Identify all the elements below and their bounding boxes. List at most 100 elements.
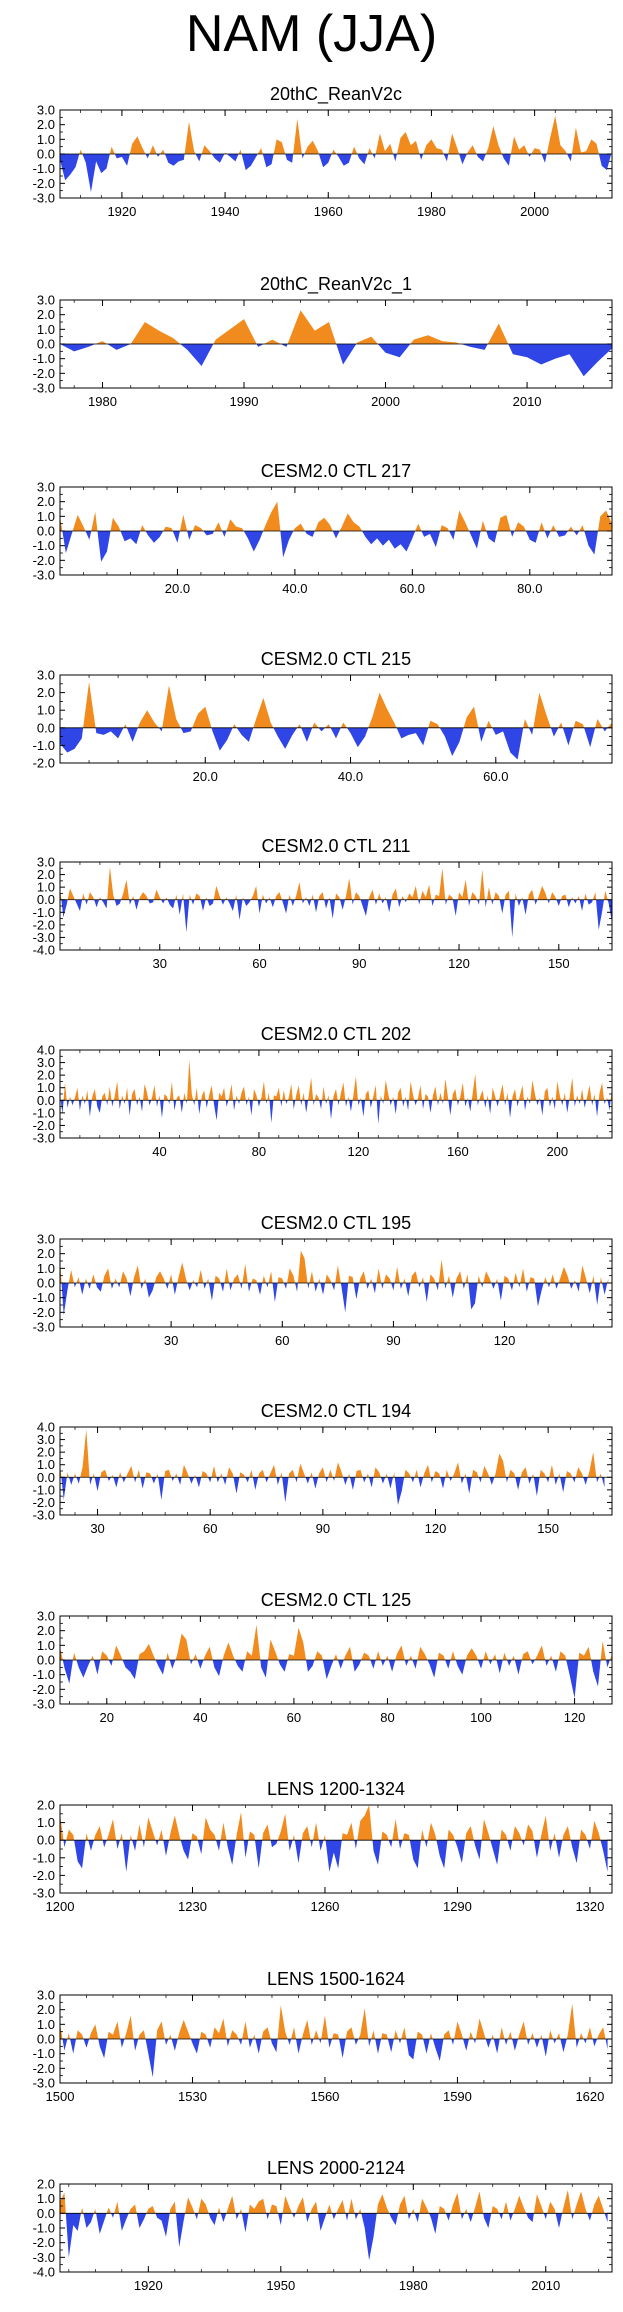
y-tick-label: 1.0 [37, 1261, 55, 1276]
x-tick-label: 20.0 [165, 581, 190, 596]
positive-area [60, 2003, 608, 2039]
x-tick-label: 80 [380, 1710, 394, 1725]
chart-title: 20thC_ReanV2c [270, 84, 402, 105]
y-tick-label: 0.0 [37, 1653, 55, 1668]
x-tick-label: 40 [193, 1710, 207, 1725]
x-tick-label: 1980 [417, 204, 446, 219]
y-tick-label: -2.0 [33, 2235, 55, 2250]
y-tick-label: -2.0 [33, 1682, 55, 1697]
y-tick-label: 1.0 [37, 322, 55, 337]
y-tick-label: -1.0 [33, 2046, 55, 2061]
x-tick-label: 120 [448, 956, 470, 971]
x-tick-label: 100 [470, 1710, 492, 1725]
y-tick-label: -1.0 [33, 905, 55, 920]
negative-area [60, 2039, 608, 2078]
x-tick-label: 40.0 [282, 581, 307, 596]
y-tick-label: 2.0 [37, 1445, 55, 1460]
y-tick-label: 0.0 [37, 2032, 55, 2047]
chart-panel-11: LENS 2000-2124 2.01.00.0-1.0-2.0-3.0-4.0 1… [33, 2158, 613, 2293]
x-tick-label: 30 [90, 1521, 104, 1536]
y-tick-label: -4.0 [33, 2265, 55, 2280]
y-tick-label: -2.0 [33, 2061, 55, 2076]
y-tick-label: 0.0 [37, 720, 55, 735]
positive-area [60, 1624, 612, 1660]
x-tick-label: 60 [287, 1710, 301, 1725]
x-tick-label: 30 [164, 1333, 178, 1348]
y-tick-label: -2.0 [33, 917, 55, 932]
x-tick-label: 160 [447, 1144, 469, 1159]
y-tick-label: -2.0 [33, 1305, 55, 1320]
x-tick-label: 1920 [134, 2278, 163, 2293]
x-tick-label: 1620 [575, 2089, 604, 2104]
y-tick-label: -1.0 [33, 1850, 55, 1865]
plot-frame [59, 861, 613, 951]
x-tick-label: 20 [100, 1710, 114, 1725]
y-tick-label: 1.0 [37, 1457, 55, 1472]
y-tick-label: -3.0 [33, 191, 55, 206]
y-tick-label: 4.0 [37, 1420, 55, 1435]
y-tick-label: -2.0 [33, 553, 55, 568]
chart-panel-8: CESM2.0 CTL 125 3.02.01.00.0-1.0-2.0-3.0 2… [33, 1590, 613, 1725]
x-tick-label: 80.0 [517, 581, 542, 596]
y-tick-label: -3.0 [33, 1320, 55, 1335]
x-tick-label: 60 [252, 956, 266, 971]
x-tick-label: 1320 [575, 1899, 604, 1914]
y-tick-label: -1.0 [33, 1667, 55, 1682]
chart-panel-5: CESM2.0 CTL 202 4.03.02.01.00.0-1.0-2.0-3… [33, 1024, 613, 1159]
x-tick-label: 1200 [46, 1899, 75, 1914]
y-tick-label: 0.0 [37, 1833, 55, 1848]
chart-title: CESM2.0 CTL 217 [261, 461, 411, 481]
x-tick-label: 1950 [266, 2278, 295, 2293]
y-tick-label: -3.0 [33, 1131, 55, 1146]
x-tick-label: 80 [252, 1144, 266, 1159]
positive-area [60, 310, 612, 344]
y-tick-label: 0.0 [37, 892, 55, 907]
x-tick-label: 2010 [513, 394, 542, 409]
positive-area [60, 1250, 609, 1283]
y-tick-label: 3.0 [37, 1432, 55, 1447]
chart-panel-2: CESM2.0 CTL 217 3.02.01.00.0-1.0-2.0-3.0 2… [33, 461, 613, 596]
y-tick-label: 3.0 [37, 1609, 55, 1624]
y-tick-label: -1.0 [33, 351, 55, 366]
x-tick-label: 90 [386, 1333, 400, 1348]
y-tick-label: -2.0 [33, 756, 55, 771]
plot-frame [59, 2183, 613, 2273]
x-tick-label: 1230 [178, 1899, 207, 1914]
y-tick-label: -3.0 [33, 1697, 55, 1712]
y-tick-label: -2.0 [33, 366, 55, 381]
plot-frame [59, 1426, 613, 1516]
y-tick-label: 0.0 [37, 147, 55, 162]
negative-area [60, 531, 612, 562]
y-tick-label: -3.0 [33, 1508, 55, 1523]
x-tick-label: 1260 [310, 1899, 339, 1914]
chart-panel-1: 20thC_ReanV2c_1 3.02.01.00.0-1.0-2.0-3.0 1… [33, 274, 613, 409]
chart-panel-7: CESM2.0 CTL 194 4.03.02.01.00.0-1.0-2.0-3… [33, 1401, 613, 1536]
x-tick-label: 2010 [531, 2278, 560, 2293]
x-tick-label: 1500 [46, 2089, 75, 2104]
negative-area [60, 154, 612, 193]
y-tick-label: 2.0 [37, 1246, 55, 1261]
y-tick-label: -1.0 [33, 538, 55, 553]
y-tick-label: -2.0 [33, 1868, 55, 1883]
chart-title: CESM2.0 CTL 202 [261, 1024, 411, 1044]
y-tick-label: 0.0 [37, 1276, 55, 1291]
y-tick-label: -2.0 [33, 1495, 55, 1510]
y-tick-label: 2.0 [37, 1798, 55, 1813]
y-tick-label: 0.0 [37, 2206, 55, 2221]
x-tick-label: 1560 [310, 2089, 339, 2104]
chart-title: LENS 2000-2124 [267, 2158, 405, 2178]
y-tick-label: 2.0 [37, 2177, 55, 2192]
x-tick-label: 1940 [211, 204, 240, 219]
y-tick-label: 2.0 [37, 1623, 55, 1638]
y-tick-label: 1.0 [37, 1080, 55, 1095]
positive-area [60, 1429, 605, 1478]
y-tick-label: 1.0 [37, 2191, 55, 2206]
chart-panel-0: 20thC_ReanV2c 3.02.01.00.0-1.0-2.0-3.0 192… [33, 84, 613, 219]
x-tick-label: 1980 [88, 394, 117, 409]
positive-area [60, 2189, 608, 2214]
y-tick-label: 1.0 [37, 703, 55, 718]
x-tick-label: 120 [494, 1333, 516, 1348]
x-tick-label: 2000 [371, 394, 400, 409]
x-tick-label: 1920 [107, 204, 136, 219]
negative-area [60, 1100, 612, 1125]
